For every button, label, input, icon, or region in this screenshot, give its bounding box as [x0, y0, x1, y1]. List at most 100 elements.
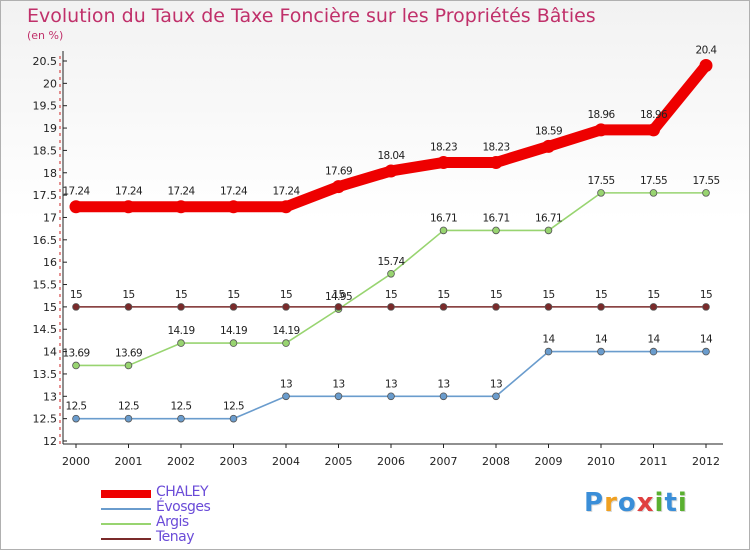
data-label: 14	[595, 334, 608, 346]
data-label: 17.24	[272, 186, 300, 198]
data-point	[72, 303, 80, 311]
data-point	[177, 339, 185, 347]
y-tick-label: 14	[43, 346, 57, 359]
data-label: 17.24	[62, 186, 90, 198]
data-point	[649, 347, 658, 356]
data-label: 13	[437, 378, 449, 390]
data-label: 17.24	[220, 186, 248, 198]
data-label: 18.23	[430, 141, 457, 153]
logo-letter: x	[636, 488, 655, 518]
y-tick-label: 18.5	[33, 144, 58, 157]
data-label: 15	[700, 289, 712, 301]
data-label: 15	[647, 289, 659, 301]
data-point	[647, 123, 660, 137]
y-tick-label: 17.5	[33, 189, 58, 202]
data-point	[282, 339, 290, 347]
data-point	[72, 414, 80, 423]
data-point	[437, 155, 450, 169]
data-point	[597, 303, 605, 311]
data-label: 12.5	[118, 401, 139, 413]
data-label: 12.5	[171, 401, 192, 413]
data-label: 13	[332, 378, 344, 390]
y-tick-label: 12.5	[33, 413, 58, 426]
data-point	[177, 303, 185, 311]
data-point	[702, 347, 710, 356]
logo-letter: i	[677, 488, 688, 518]
data-point	[124, 361, 133, 370]
data-label: 16.71	[430, 212, 457, 224]
data-label: 12.5	[66, 401, 87, 413]
data-point	[229, 414, 238, 423]
data-point	[649, 303, 658, 311]
data-label: 14	[542, 334, 555, 346]
data-label: 15	[227, 289, 239, 301]
data-point	[542, 139, 555, 153]
data-label: 15	[280, 289, 292, 301]
y-tick-label: 14.5	[33, 323, 58, 336]
y-tick-label: 20.5	[33, 55, 58, 68]
y-tick-label: 16.5	[33, 234, 58, 247]
data-point	[334, 392, 343, 401]
logo-letter: i	[654, 488, 665, 518]
series-line-argis	[75, 192, 707, 367]
y-tick-label: 13	[43, 390, 57, 403]
data-label: 14	[647, 334, 660, 346]
y-tick-label: 20	[43, 77, 57, 90]
data-point	[594, 123, 608, 137]
x-tick-label: 2004	[272, 455, 300, 468]
x-tick-label: 2000	[62, 455, 90, 468]
data-point	[279, 200, 293, 214]
data-point	[544, 303, 553, 311]
data-point	[492, 303, 500, 311]
x-tick-label: 2006	[377, 455, 405, 468]
x-tick-label: 2011	[640, 455, 668, 468]
data-point	[597, 347, 605, 356]
legend-swatch	[101, 538, 151, 540]
y-tick-label: 19	[43, 122, 57, 135]
data-point	[332, 180, 345, 194]
data-label: 18.96	[640, 109, 668, 121]
data-label: 15	[595, 289, 607, 301]
data-point	[229, 303, 238, 311]
logo-letter: P	[584, 488, 605, 518]
data-label: 13	[385, 378, 397, 390]
data-label: 18.04	[377, 150, 405, 162]
x-tick-label: 2012	[692, 455, 720, 468]
data-label: 15	[122, 289, 134, 301]
data-point	[544, 347, 553, 356]
data-label: 15	[70, 289, 82, 301]
y-tick-label: 17	[43, 211, 57, 224]
data-point	[649, 189, 658, 197]
data-point	[387, 303, 395, 311]
logo-letter: o	[617, 488, 637, 518]
y-tick-label: 15	[43, 301, 57, 314]
x-tick-label: 2005	[325, 455, 353, 468]
logo-letter: t	[664, 488, 678, 518]
data-point	[439, 303, 448, 311]
data-point	[702, 189, 710, 197]
legend-swatch	[101, 523, 151, 525]
data-label: 17.55	[640, 175, 667, 187]
logo-letter: r	[604, 488, 618, 518]
data-label: 14.95	[325, 291, 352, 303]
proxiti-logo: Proxiti	[584, 488, 688, 518]
data-label: 13	[280, 378, 292, 390]
data-label: 15	[175, 289, 187, 301]
x-tick-label: 2010	[587, 455, 615, 468]
data-point	[177, 414, 185, 423]
data-point	[384, 164, 398, 178]
x-tick-label: 2001	[115, 455, 143, 468]
legend-label: Tenay	[156, 529, 195, 545]
data-point	[702, 303, 710, 311]
data-point	[229, 339, 238, 347]
x-tick-label: 2009	[535, 455, 563, 468]
data-point	[124, 414, 133, 423]
data-point	[174, 200, 188, 214]
data-point	[122, 200, 135, 214]
x-tick-label: 2002	[167, 455, 195, 468]
data-point	[597, 189, 605, 197]
data-point	[387, 392, 395, 401]
data-label: 14.19	[272, 325, 299, 337]
data-label: 14	[700, 334, 713, 346]
